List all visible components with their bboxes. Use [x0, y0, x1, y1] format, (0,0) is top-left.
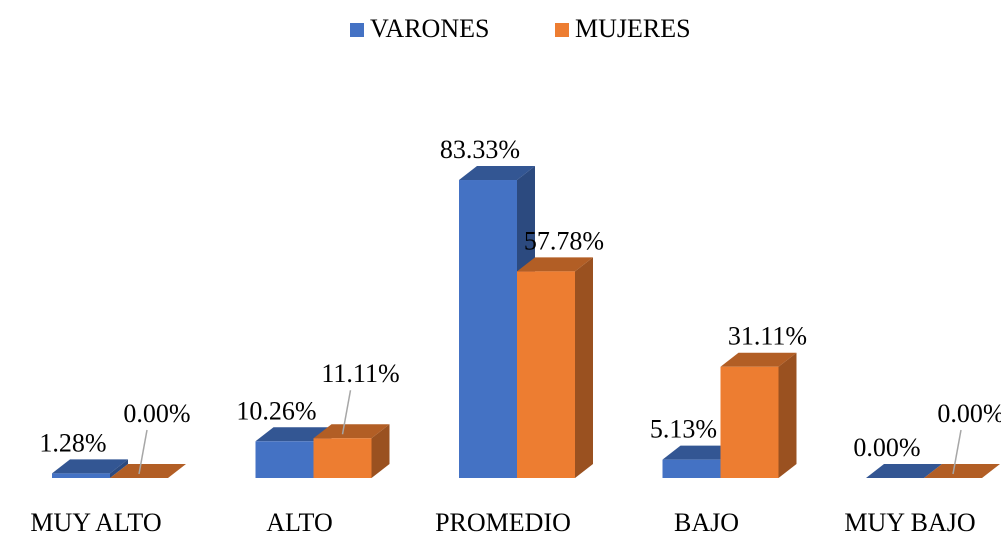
bar-top	[662, 445, 739, 460]
bar-group	[924, 464, 1000, 478]
bar	[720, 366, 779, 478]
data-label: 10.26%	[236, 396, 316, 425]
bar-group	[52, 459, 128, 478]
bar	[255, 441, 314, 478]
bar-group	[866, 464, 942, 478]
bar-top	[517, 257, 593, 272]
legend-swatch	[555, 23, 569, 37]
leader-line	[952, 429, 962, 475]
bar-top	[866, 464, 942, 478]
bar-top	[720, 352, 797, 367]
bar-side	[778, 352, 797, 478]
data-label: 0.00%	[853, 433, 920, 462]
bar-top	[924, 464, 1000, 478]
bar-top	[459, 166, 535, 181]
bar	[662, 459, 721, 478]
data-label: 0.00%	[123, 399, 190, 428]
bar	[313, 438, 372, 478]
bar-top	[313, 424, 390, 439]
x-tick-label: ALTO	[266, 508, 332, 537]
bar-side	[110, 459, 128, 478]
legend-swatch	[350, 23, 364, 37]
x-tick-label: MUY BAJO	[844, 508, 975, 537]
legend-label: VARONES	[370, 14, 489, 43]
data-label: 5.13%	[650, 415, 717, 444]
leader-line	[341, 390, 352, 435]
data-label: 1.28%	[39, 428, 106, 457]
bar	[52, 473, 110, 478]
data-label: 83.33%	[440, 135, 520, 164]
bar-side	[575, 257, 593, 478]
bar-group	[110, 464, 186, 478]
bar-top	[255, 427, 332, 442]
data-label: 31.11%	[728, 322, 807, 351]
bar	[459, 180, 517, 479]
bar	[517, 271, 575, 478]
x-tick-label: BAJO	[674, 508, 739, 537]
legend-label: MUJERES	[575, 14, 691, 43]
bar-top	[52, 459, 128, 474]
bar-group	[517, 257, 593, 478]
x-tick-label: PROMEDIO	[435, 508, 571, 537]
bar-group	[313, 424, 390, 478]
data-label: 0.00%	[937, 399, 1001, 428]
leader-line	[138, 429, 148, 475]
bar-group	[720, 352, 797, 478]
data-label: 57.78%	[524, 226, 604, 255]
bar-top	[110, 464, 186, 478]
x-tick-label: MUY ALTO	[30, 508, 161, 537]
data-label: 11.11%	[321, 359, 399, 388]
bar-side	[371, 424, 390, 478]
